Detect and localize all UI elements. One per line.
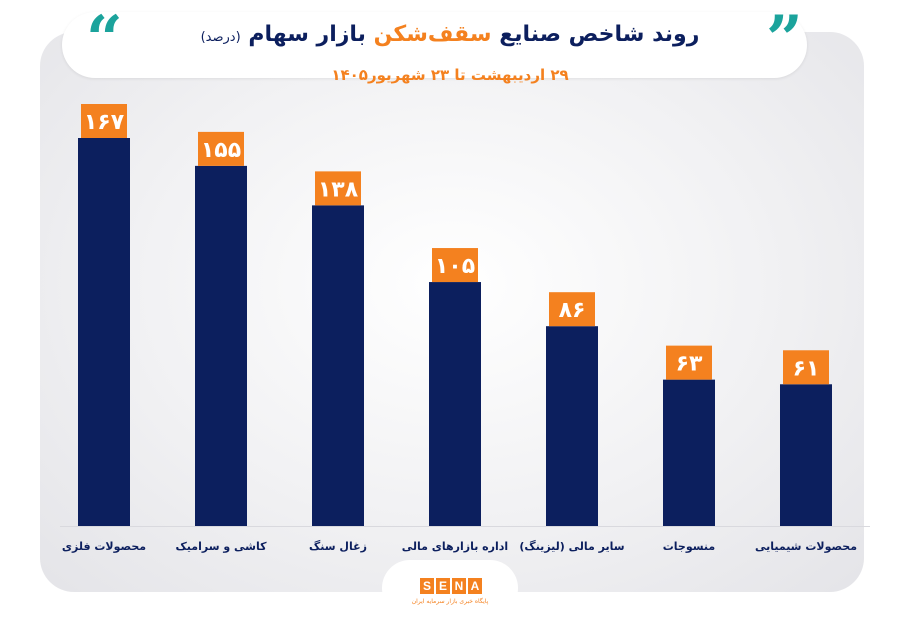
open-quote-icon: “ <box>86 2 123 77</box>
category-label: سایر مالی (لیزینگ) <box>519 539 624 553</box>
logo-letter: E <box>436 578 450 594</box>
chart-baseline <box>60 526 870 527</box>
value-label: ۱۳۸ <box>318 177 359 202</box>
value-label-box <box>198 131 244 166</box>
bar <box>429 282 481 526</box>
value-label-box <box>81 104 127 138</box>
value-label-box <box>666 345 712 380</box>
value-label: ۶۱ <box>793 356 820 381</box>
title-end: بازار سهام <box>248 22 366 47</box>
value-label: ۸۶ <box>559 298 586 323</box>
logo-letter: N <box>452 578 466 594</box>
logo-letter: A <box>468 578 482 594</box>
bar <box>195 165 247 526</box>
value-label: ۱۰۵ <box>435 254 475 279</box>
title-highlight: سقف‌شکن <box>373 22 492 47</box>
bar <box>78 138 130 526</box>
title-main: روند شاخص صنایع <box>499 22 700 47</box>
value-label: ۱۵۵ <box>201 138 241 163</box>
logo-tagline: پایگاه خبری بازار سرمایه ایران <box>411 598 489 605</box>
value-label: ۶۳ <box>676 352 703 377</box>
bar <box>663 379 715 526</box>
chart-subtitle: ۲۹ اردیبهشت تا ۲۳ شهریور۱۴۰۵ <box>331 66 569 84</box>
category-label: اداره بازارهای مالی <box>402 540 508 553</box>
value-label-box <box>783 350 829 385</box>
value-label: ۱۶۷ <box>84 110 125 135</box>
category-label: محصولات فلزی <box>62 540 146 553</box>
bar <box>546 326 598 526</box>
value-label-box <box>432 248 478 283</box>
title-unit: (درصد) <box>200 30 241 45</box>
value-label-box <box>549 292 595 327</box>
bar <box>780 384 832 526</box>
value-label-box <box>315 171 361 206</box>
sena-logo: S E N A <box>420 578 482 594</box>
chart-title: روند شاخص صنایع سقف‌شکن بازار سهام (درصد… <box>150 22 750 47</box>
title-header <box>62 12 807 78</box>
bar <box>312 205 364 526</box>
category-label: کاشی و سرامیک <box>176 540 268 553</box>
category-label: منسوجات <box>663 540 716 553</box>
logo-letter: S <box>420 578 434 594</box>
logo-container <box>382 560 518 616</box>
category-label: محصولات شیمیایی <box>755 540 857 553</box>
category-label: زغال سنگ <box>309 539 367 553</box>
close-quote-icon: ” <box>766 2 803 77</box>
